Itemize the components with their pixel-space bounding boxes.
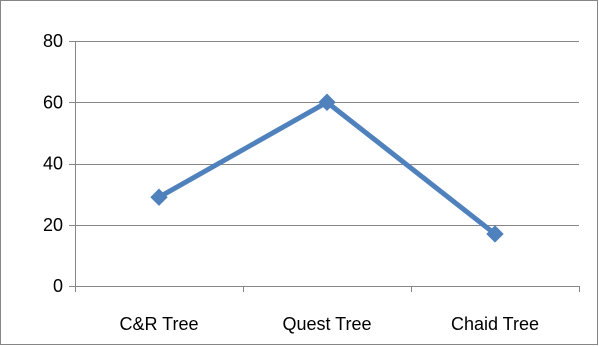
x-axis-tick-labels: C&R Tree Quest Tree Chaid Tree <box>119 314 539 334</box>
y-tick-label: 60 <box>43 92 63 112</box>
series-line <box>159 102 495 234</box>
y-axis-tick-labels: 0 20 40 60 80 <box>43 31 63 296</box>
y-tick-label: 80 <box>43 31 63 51</box>
gridlines <box>69 42 579 226</box>
y-tick-label: 20 <box>43 215 63 235</box>
axes <box>69 41 580 292</box>
y-tick-label: 40 <box>43 154 63 174</box>
x-tick-label: Chaid Tree <box>451 314 539 334</box>
series <box>151 94 503 242</box>
x-tick-label: Quest Tree <box>282 314 371 334</box>
y-tick-label: 0 <box>53 276 63 296</box>
x-tick-label: C&R Tree <box>119 314 198 334</box>
